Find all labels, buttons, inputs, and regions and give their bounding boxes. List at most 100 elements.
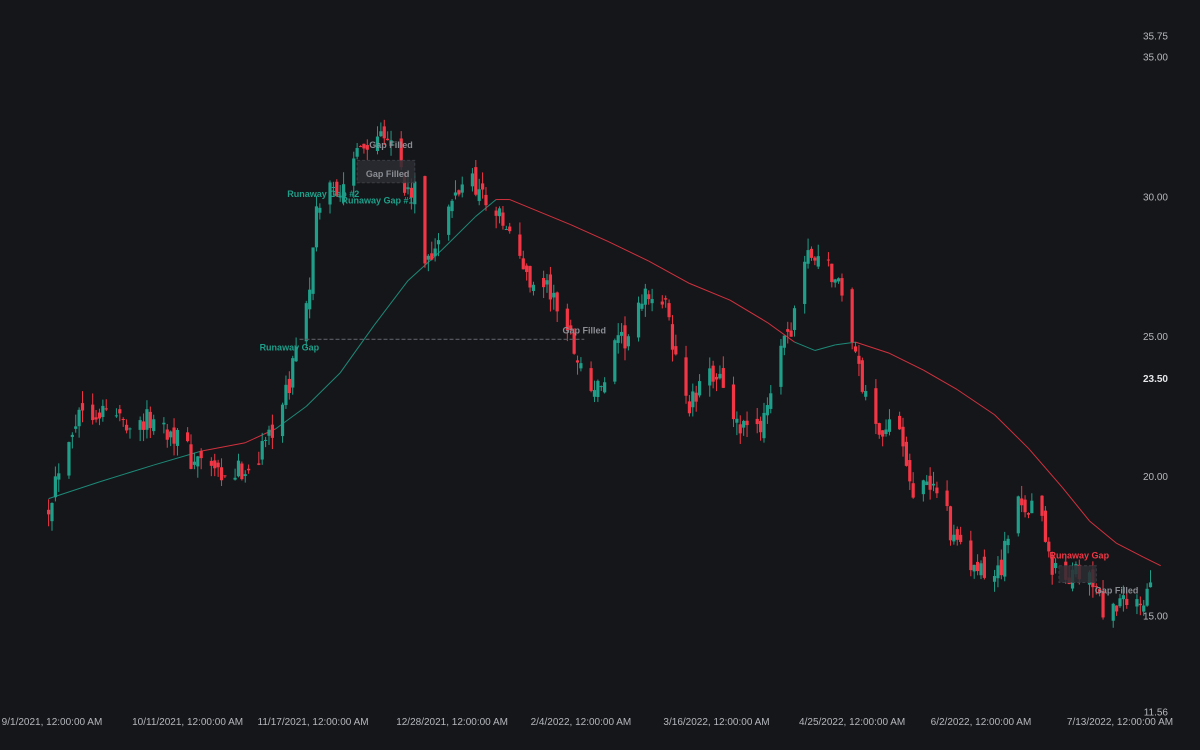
candle — [589, 361, 593, 393]
candle — [80, 391, 85, 423]
time-tick-label: 9/1/2021, 12:00:00 AM — [2, 717, 103, 728]
moving-average-segment — [305, 372, 341, 407]
candle-body — [691, 391, 695, 408]
candle-body — [786, 329, 790, 332]
candle-body — [969, 540, 973, 571]
candle-body — [291, 358, 295, 388]
candle — [243, 470, 247, 483]
moving-average-segment — [648, 260, 690, 284]
annotation-label: Gap Filled — [366, 169, 410, 179]
candle — [77, 407, 81, 438]
candle-body — [948, 506, 953, 541]
candle — [175, 428, 180, 456]
candle-body — [531, 284, 536, 291]
candle-body — [223, 475, 227, 477]
candle-body — [474, 167, 478, 195]
moving-average-segment — [245, 428, 276, 444]
candle — [542, 270, 546, 299]
candle — [650, 288, 654, 312]
candle — [670, 315, 675, 362]
candle — [1030, 493, 1034, 514]
candle — [762, 402, 766, 443]
candle — [311, 247, 315, 301]
candle — [358, 145, 363, 148]
candle-body — [1023, 499, 1027, 513]
candle — [70, 432, 74, 449]
candle-body — [358, 146, 363, 148]
price-tick-label: 35.75 — [1143, 32, 1168, 43]
candle-body — [209, 460, 213, 466]
candle — [999, 549, 1003, 580]
candle — [853, 342, 858, 354]
annotation-label: Runaway Gap — [1050, 551, 1110, 561]
moving-average-segment — [607, 241, 649, 262]
candle-body — [196, 456, 200, 467]
candle — [362, 143, 366, 154]
candle — [1098, 588, 1102, 597]
time-tick-label: 11/17/2021, 12:00:00 AM — [258, 717, 369, 728]
time-tick-label: 6/2/2022, 12:00:00 AM — [931, 717, 1032, 728]
candle — [291, 355, 295, 395]
candle — [840, 273, 844, 302]
candle — [643, 283, 647, 317]
candle-body — [623, 325, 627, 349]
candle — [813, 256, 817, 266]
candle — [898, 411, 902, 430]
candle-body — [304, 303, 308, 342]
price-axis[interactable]: 35.75 35.00 30.00 25.00 20.00 15.00 11.56 23.50 — [1143, 32, 1168, 719]
candle-body — [318, 207, 322, 213]
candle-body — [97, 412, 102, 419]
candle-body — [718, 373, 722, 379]
candle-body — [145, 409, 149, 430]
time-tick-label: 3/16/2022, 12:00:00 AM — [663, 717, 769, 728]
candle — [152, 414, 156, 435]
moving-average-segment — [923, 369, 958, 391]
candle-body — [616, 335, 620, 343]
candle-body — [901, 426, 905, 447]
candle — [50, 502, 54, 531]
candle-body — [352, 158, 356, 186]
candle — [53, 466, 57, 502]
candle — [101, 399, 105, 422]
candle — [674, 334, 678, 356]
annotation-label: Runaway Gap #1 — [341, 196, 413, 206]
candle-body — [1118, 598, 1122, 607]
candle-body — [447, 206, 451, 235]
candle — [240, 461, 244, 481]
candle — [447, 204, 451, 241]
candle — [267, 425, 271, 445]
candle-body — [877, 423, 881, 435]
gap-box — [356, 159, 416, 184]
candle-body — [77, 409, 81, 427]
candle-body — [830, 263, 834, 283]
time-axis[interactable]: 9/1/2021, 12:00:00 AM 10/11/2021, 12:00:0… — [2, 717, 1173, 728]
candle — [921, 479, 925, 502]
candle — [664, 295, 668, 308]
candle — [470, 168, 475, 192]
candle — [141, 413, 146, 442]
candle-body — [308, 289, 312, 310]
candle-body — [199, 450, 203, 459]
candle — [972, 564, 976, 579]
candle-body — [945, 490, 949, 507]
candle — [335, 179, 339, 197]
candle — [1148, 570, 1153, 588]
candle — [881, 430, 885, 447]
candle-body — [684, 357, 688, 396]
candle — [474, 160, 478, 197]
candle — [318, 203, 322, 220]
candle-body — [925, 481, 929, 486]
moving-average-segment — [529, 207, 571, 226]
candle-body — [620, 331, 624, 336]
candle-body — [518, 234, 522, 256]
candle-body — [613, 340, 617, 382]
candle-body — [1050, 556, 1054, 575]
moving-average-segment — [729, 299, 768, 323]
candle — [57, 463, 61, 492]
candle — [575, 355, 580, 375]
candle-body — [457, 190, 461, 195]
candle — [592, 380, 597, 403]
candle-body — [816, 256, 820, 267]
candle — [1111, 602, 1115, 628]
